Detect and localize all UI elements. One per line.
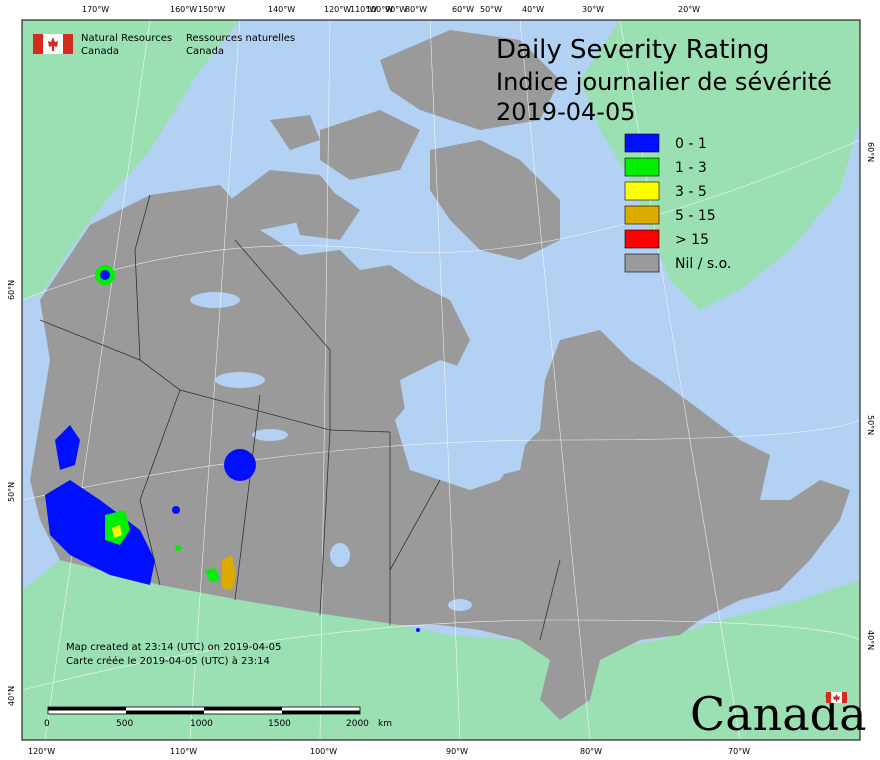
top-tick-label: 110°W (350, 5, 377, 14)
top-tick-label: 150°W (198, 5, 225, 14)
legend: 0 - 1 1 - 3 3 - 5 5 - 15 > 15 Nil / s.o. (624, 133, 731, 273)
bottom-tick-label: 120°W (28, 747, 55, 756)
legend-label: 3 - 5 (675, 184, 707, 200)
severity-1-3-region (205, 568, 220, 582)
title-english: Daily Severity Rating (496, 35, 770, 65)
legend-swatch (624, 157, 660, 177)
agency-en-line2: Canada (81, 46, 119, 57)
scale-unit: km (378, 719, 392, 729)
bottom-tick-label: 70°W (728, 747, 750, 756)
arctic-island (430, 140, 560, 260)
arctic-island (270, 115, 320, 150)
scale-bar: 0 500 1000 1500 2000 km (44, 706, 392, 729)
severity-3-5-region (112, 525, 122, 538)
greenland-land (580, 20, 860, 310)
top-tick-label: 60°W (452, 5, 474, 14)
agency-fr-line1: Ressources naturelles (186, 33, 295, 44)
arctic-island (380, 30, 560, 130)
bottom-tick-label: 90°W (446, 747, 468, 756)
title-block: Daily Severity Rating Indice journalier … (496, 35, 832, 126)
top-tick-label: 40°W (522, 5, 544, 14)
graticule (21, 19, 861, 741)
title-french: Indice journalier de sévérité (496, 68, 832, 96)
nrcan-signature: Natural Resources Canada Ressources natu… (33, 33, 295, 57)
arctic-island (290, 190, 360, 240)
created-note-fr: Carte créée le 2019-04-05 (UTC) à 23:14 (66, 655, 270, 667)
top-tick-label: 50°W (480, 5, 502, 14)
top-axis: 170°W 160°W 150°W 140°W 120°W 110°W 100°… (82, 5, 700, 14)
severity-0-1-region (45, 480, 155, 585)
bottom-axis: 120°W 110°W 100°W 90°W 80°W 70°W (28, 747, 750, 756)
top-tick-label: 30°W (582, 5, 604, 14)
legend-label: 1 - 3 (675, 160, 707, 176)
lake (215, 372, 265, 388)
hudson-bay (400, 360, 530, 480)
bottom-tick-label: 100°W (310, 747, 337, 756)
severity-0-1-spot (172, 506, 180, 514)
canada-flag-icon (33, 34, 73, 54)
top-tick-label: 160°W (170, 5, 197, 14)
scale-label: 1000 (190, 719, 213, 729)
legend-swatch (624, 133, 660, 153)
right-tick-label: 50°N (866, 415, 875, 435)
canada-wordmark: Canada (690, 687, 867, 741)
left-tick-label: 50°N (7, 482, 16, 502)
created-note-en: Map created at 23:14 (UTC) on 2019-04-05 (66, 642, 281, 653)
arctic-island (320, 110, 420, 180)
severity-0-1-spot (100, 270, 110, 280)
left-tick-label: 40°N (7, 686, 16, 706)
lake (190, 292, 240, 308)
bottom-tick-label: 110°W (170, 747, 197, 756)
legend-swatch (624, 205, 660, 225)
wordmark-flag-icon (826, 692, 847, 703)
lake (448, 599, 472, 611)
severity-patches (45, 265, 420, 632)
bottom-tick-label: 80°W (580, 747, 602, 756)
lake (330, 543, 350, 567)
top-tick-label: 140°W (268, 5, 295, 14)
top-tick-label: 170°W (82, 5, 109, 14)
left-axis: 60°N 50°N 40°N (7, 280, 16, 706)
provincial-borders (39, 194, 561, 641)
legend-label: > 15 (675, 232, 709, 248)
top-tick-label: 20°W (678, 5, 700, 14)
alaska-land (22, 20, 240, 300)
legend-label: Nil / s.o. (675, 256, 731, 272)
severity-1-3-spot (175, 545, 181, 551)
right-tick-label: 60°N (866, 142, 875, 162)
right-axis: 60°N 50°N 40°N (866, 142, 875, 650)
legend-swatch (624, 181, 660, 201)
severity-0-1-spot (224, 449, 256, 481)
scale-label: 500 (116, 719, 133, 729)
severity-0-1-region (55, 425, 80, 470)
agency-fr-line2: Canada (186, 46, 224, 57)
agency-en-line1: Natural Resources (81, 33, 172, 44)
top-tick-label: 80°W (405, 5, 427, 14)
right-tick-label: 40°N (866, 630, 875, 650)
legend-label: 5 - 15 (675, 208, 716, 224)
legend-label: 0 - 1 (675, 136, 707, 152)
legend-swatch (624, 253, 660, 273)
scale-label: 1500 (268, 719, 291, 729)
usa-land (22, 560, 860, 740)
map-frame (21, 19, 861, 741)
top-tick-label: 90°W (385, 5, 407, 14)
map-date: 2019-04-05 (496, 98, 635, 126)
legend-swatch (624, 229, 660, 249)
canada-mainland (30, 185, 850, 720)
scale-label: 2000 (346, 719, 369, 729)
lake (252, 429, 288, 441)
top-tick-label: 120°W (324, 5, 351, 14)
scale-label: 0 (44, 719, 50, 729)
left-tick-label: 60°N (7, 280, 16, 300)
severity-5-15-region (222, 555, 236, 590)
top-tick-label: 100°W (366, 5, 393, 14)
severity-0-1-spot (416, 628, 420, 632)
